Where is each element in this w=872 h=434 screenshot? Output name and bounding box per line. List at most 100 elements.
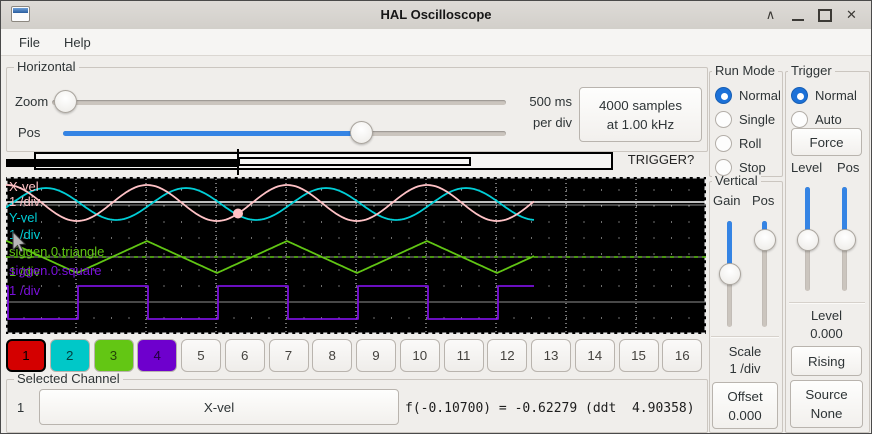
samples-button[interactable]: 4000 samples at 1.00 kHz xyxy=(579,87,702,142)
trigger-mode-auto[interactable]: Auto xyxy=(791,109,842,129)
run-mode-radio-single[interactable] xyxy=(715,110,732,128)
run-mode-stop[interactable]: Stop xyxy=(715,157,766,177)
run-mode-label-roll: Roll xyxy=(739,135,762,151)
menu-bar: File Help xyxy=(1,29,871,56)
channel-button-14[interactable]: 14 xyxy=(574,339,615,372)
pos-slider-handle[interactable] xyxy=(350,121,373,144)
samples-line2: at 1.00 kHz xyxy=(606,116,675,132)
vertical-pos-track[interactable] xyxy=(762,221,767,327)
channel-button-6[interactable]: 6 xyxy=(224,339,265,372)
vertical-pos-handle[interactable] xyxy=(754,229,776,251)
minimize-icon xyxy=(791,18,804,21)
scope-display[interactable]: X-vel 1 /div Y-vel 1 /div siggen.0.triangle 1… xyxy=(5,177,706,334)
selected-channel-group-label: Selected Channel xyxy=(14,371,123,386)
channel-button-4[interactable]: 4 xyxy=(137,339,178,372)
trigger-mode-normal[interactable]: Normal xyxy=(791,85,857,105)
channel-button-2[interactable]: 2 xyxy=(49,339,90,372)
trigger-source-line1: Source xyxy=(805,387,848,402)
run-mode-roll[interactable]: Roll xyxy=(715,133,761,153)
run-mode-label-single: Single xyxy=(739,111,776,127)
rate-line1: 500 ms xyxy=(529,94,572,109)
record-view-region xyxy=(238,157,471,166)
run-mode-group: Run Mode xyxy=(709,63,783,177)
horizontal-pos-slider[interactable] xyxy=(63,121,506,145)
run-mode-normal[interactable]: Normal xyxy=(715,85,781,105)
trigger-edge-button[interactable]: Rising xyxy=(791,346,862,376)
trigger-point-marker xyxy=(233,208,243,219)
trigger-pos-handle[interactable] xyxy=(834,229,856,251)
scope-label-y-vel: Y-vel xyxy=(9,210,38,225)
channel-button-10[interactable]: 10 xyxy=(399,339,440,372)
zoom-slider-handle[interactable] xyxy=(54,90,77,113)
trigger-mode-label-auto: Auto xyxy=(815,111,842,127)
close-icon: ✕ xyxy=(846,7,857,22)
vertical-separator xyxy=(711,336,779,338)
run-mode-radio-roll[interactable] xyxy=(715,134,732,152)
trigger-pos-slider[interactable] xyxy=(834,187,856,291)
channel-button-8[interactable]: 8 xyxy=(312,339,353,372)
minimize-button[interactable] xyxy=(784,3,811,27)
channel-button-15[interactable]: 15 xyxy=(618,339,659,372)
channel-button-13[interactable]: 13 xyxy=(531,339,571,372)
trace-Y-vel xyxy=(5,187,535,221)
channel-button-11[interactable]: 11 xyxy=(443,339,484,372)
trigger-group-label: Trigger xyxy=(788,63,835,78)
pos-label: Pos xyxy=(18,125,41,140)
channel-button-9[interactable]: 9 xyxy=(356,339,396,372)
trigger-mode-label-normal: Normal xyxy=(815,87,857,103)
trigger-status-label: TRIGGER? xyxy=(627,152,695,167)
run-mode-radio-normal[interactable] xyxy=(715,86,732,104)
vertical-group: Vertical xyxy=(709,173,783,433)
menu-file[interactable]: File xyxy=(19,34,40,50)
zoom-slider-track[interactable] xyxy=(52,100,506,105)
pos-slider-fill xyxy=(63,131,361,136)
trigger-level-handle[interactable] xyxy=(797,229,819,251)
horizontal-zoom-slider[interactable] xyxy=(52,90,506,114)
run-mode-label-normal: Normal xyxy=(739,87,781,103)
trigger-level-fill xyxy=(805,187,810,240)
channel-button-12[interactable]: 12 xyxy=(487,339,528,372)
run-mode-single[interactable]: Single xyxy=(715,109,775,129)
trigger-mode-radio-auto[interactable] xyxy=(791,110,808,128)
trace-siggen.0.square xyxy=(6,285,534,320)
trigger-group: Trigger xyxy=(785,63,870,433)
trigger-level-header: Level xyxy=(791,160,823,175)
maximize-icon xyxy=(817,8,832,22)
rate-line2: per div xyxy=(532,115,572,130)
vertical-pos-header: Pos xyxy=(752,193,775,208)
trigger-mode-radio-normal[interactable] xyxy=(791,86,808,104)
vertical-offset-button[interactable]: Offset 0.000 xyxy=(712,382,778,429)
vertical-gain-header: Gain xyxy=(713,193,741,208)
channel-button-16[interactable]: 16 xyxy=(662,339,703,372)
trigger-force-button[interactable]: Force xyxy=(791,128,862,156)
channel-readout: f(-0.10700) = -0.62279 (ddt 4.90358) xyxy=(405,401,695,416)
title-bar: HAL Oscilloscope ∧ ✕ xyxy=(1,1,871,30)
run-mode-label-stop: Stop xyxy=(739,159,766,175)
trace-X-vel xyxy=(6,184,535,222)
channel-button-5[interactable]: 5 xyxy=(181,339,221,372)
app-window-icon[interactable] xyxy=(11,6,30,22)
trigger-pos-header: Pos xyxy=(837,160,860,175)
scope-label-1-div: 1 /div xyxy=(9,194,41,209)
selected-channel-source-button[interactable]: X-vel xyxy=(39,389,399,425)
channel-button-7[interactable]: 7 xyxy=(268,339,309,372)
vertical-group-label: Vertical xyxy=(712,173,761,188)
scope-label-1-div: 1 /div xyxy=(9,264,41,279)
mouse-cursor-icon xyxy=(12,230,27,253)
horizontal-group-label: Horizontal xyxy=(14,59,79,74)
channel-button-3[interactable]: 3 xyxy=(93,339,134,372)
shade-button[interactable]: ∧ xyxy=(757,3,784,27)
shade-icon: ∧ xyxy=(765,7,776,22)
vertical-pos-slider[interactable] xyxy=(754,221,776,327)
close-button[interactable]: ✕ xyxy=(838,3,865,27)
maximize-button[interactable] xyxy=(811,3,838,27)
vertical-scale-label: Scale xyxy=(728,344,762,359)
vertical-gain-handle[interactable] xyxy=(719,263,741,285)
vertical-gain-slider[interactable] xyxy=(719,221,741,327)
menu-help[interactable]: Help xyxy=(63,34,91,50)
trigger-level-slider[interactable] xyxy=(797,187,819,291)
run-mode-radio-stop[interactable] xyxy=(715,158,732,176)
trigger-source-button[interactable]: Source None xyxy=(790,380,863,428)
channel-button-1[interactable]: 1 xyxy=(6,339,46,372)
